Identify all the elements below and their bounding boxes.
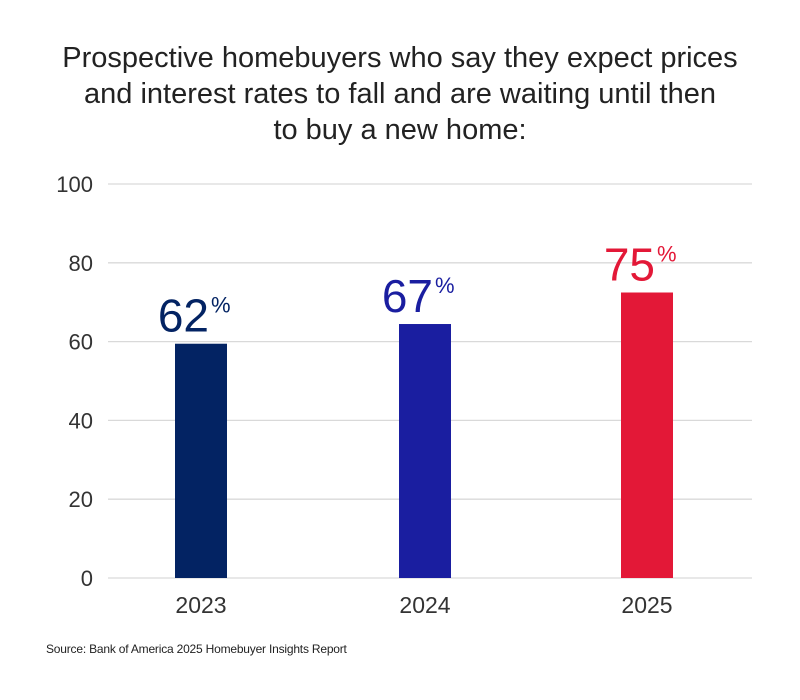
x-tick-label: 2025 <box>621 592 672 618</box>
data-label-percent: % <box>211 293 231 318</box>
bar <box>175 343 227 578</box>
y-tick-label: 100 <box>56 172 93 197</box>
data-label-percent: % <box>435 273 455 298</box>
y-tick-label: 60 <box>69 330 93 355</box>
bar <box>399 324 451 578</box>
x-tick-label: 2023 <box>175 592 226 618</box>
data-label: 62 <box>158 290 209 342</box>
data-label: 75 <box>604 239 655 291</box>
y-tick-label: 80 <box>69 251 93 276</box>
source-note: Source: Bank of America 2025 Homebuyer I… <box>46 642 347 656</box>
x-tick-label: 2024 <box>399 592 450 618</box>
data-label-percent: % <box>657 242 677 267</box>
data-label: 67 <box>382 270 433 322</box>
y-tick-label: 0 <box>81 566 93 591</box>
chart-title: Prospective homebuyers who say they expe… <box>62 42 738 146</box>
bar <box>621 292 673 578</box>
y-tick-label: 20 <box>69 487 93 512</box>
y-tick-label: 40 <box>69 408 93 433</box>
